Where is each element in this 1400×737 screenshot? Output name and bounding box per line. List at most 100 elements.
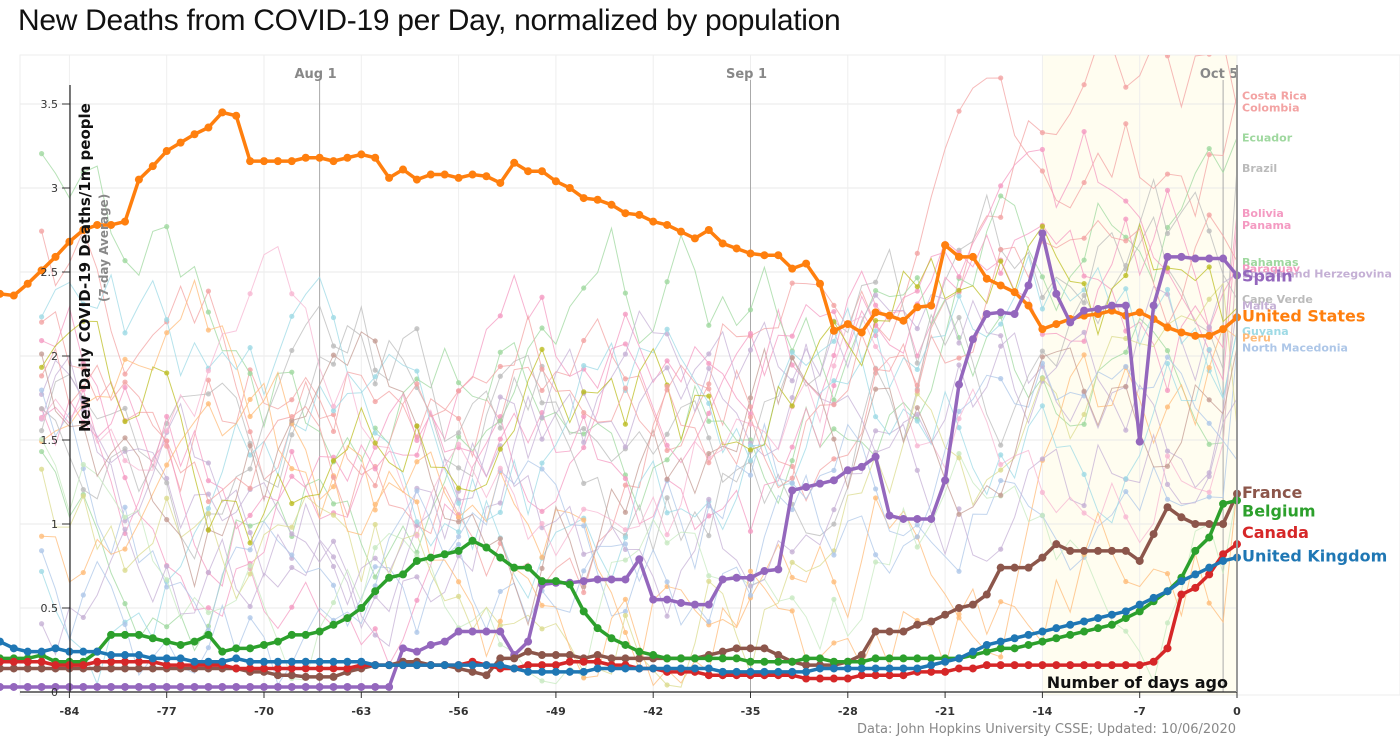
background-series-point [747, 472, 754, 478]
background-series-point [747, 414, 754, 420]
background-series-point [956, 425, 962, 431]
series-point [204, 123, 213, 132]
series-point [1205, 570, 1214, 579]
series-point [260, 657, 268, 666]
series-point [607, 654, 616, 663]
series-point [913, 514, 922, 523]
background-series-point [164, 413, 170, 420]
background-series-point [247, 466, 253, 472]
background-series-point [205, 478, 211, 484]
series-label: Canada [1242, 523, 1309, 542]
y-tick-label: 0.5 [41, 602, 59, 615]
background-series-point [873, 414, 879, 420]
series-point [760, 644, 769, 653]
background-series-point [664, 442, 670, 448]
background-series-point [205, 505, 211, 512]
background-series-point [205, 368, 211, 374]
background-series-point [80, 592, 86, 598]
background-series-line [41, 167, 1238, 537]
background-series-point [1164, 387, 1171, 394]
background-series-point [497, 373, 503, 379]
series-point [287, 157, 296, 166]
series-point [440, 661, 449, 670]
series-point [1163, 644, 1172, 653]
background-series-point [289, 414, 295, 420]
background-series-point [998, 183, 1004, 189]
series-point [635, 664, 644, 673]
background-series-point [80, 614, 86, 621]
series-point [843, 320, 852, 329]
background-series-point [330, 512, 337, 518]
series-point [315, 682, 324, 691]
background-series-point [164, 584, 170, 590]
series-point [1010, 644, 1019, 653]
series-point [371, 587, 380, 596]
series-point [941, 667, 950, 676]
series-point [843, 657, 852, 666]
series-point [885, 311, 894, 320]
series-point [190, 637, 199, 646]
series-point [982, 310, 991, 318]
background-series-point [247, 291, 253, 297]
series-point [677, 227, 685, 236]
background-series-line [41, 137, 1238, 512]
series-point [1052, 661, 1061, 670]
background-series-point [122, 371, 128, 377]
background-series-point [456, 519, 462, 525]
background-series-point [164, 438, 170, 444]
background-series-point [122, 514, 128, 520]
series-point [468, 667, 477, 676]
background-series-point [456, 514, 462, 520]
background-series-point [664, 540, 670, 546]
background-series-point [330, 403, 337, 409]
background-series-point [122, 475, 128, 481]
series-point [1094, 624, 1102, 633]
series-point [816, 279, 824, 288]
x-tick-label: -14 [1032, 705, 1052, 718]
background-series-label: Bolivia [1242, 207, 1284, 220]
background-series-point [1206, 600, 1212, 606]
series-point [51, 252, 60, 261]
background-series-point [1039, 274, 1045, 280]
series-point [510, 563, 519, 572]
series-point [857, 462, 866, 471]
background-series-point [789, 458, 795, 464]
series-point [107, 682, 116, 691]
series-point [802, 483, 811, 492]
background-series-point [247, 370, 253, 377]
series-point [37, 657, 46, 666]
background-series-point [831, 456, 837, 462]
series-point [301, 657, 310, 666]
background-series-point [1123, 383, 1129, 390]
series-point [51, 661, 60, 670]
background-series-point [747, 443, 754, 449]
background-series-point [1206, 489, 1212, 495]
background-series-point [1081, 179, 1087, 186]
series-point [802, 667, 811, 676]
background-series-point [789, 608, 795, 614]
series-point [93, 682, 102, 691]
series-point [718, 667, 727, 676]
series-point [399, 165, 407, 174]
series-point [37, 664, 46, 673]
background-series-point [497, 588, 503, 595]
series-point [760, 667, 769, 676]
series-point [649, 595, 658, 604]
series-point [649, 217, 658, 226]
background-series-point [414, 488, 420, 494]
series-point [871, 671, 880, 680]
background-series-point [914, 411, 920, 418]
series-point [663, 595, 672, 604]
series-point [190, 657, 199, 666]
series-point [677, 654, 685, 663]
series-point [1052, 320, 1061, 329]
background-series-point [330, 458, 337, 464]
background-series-point [1123, 121, 1129, 127]
series-point [871, 627, 880, 636]
series-point [23, 647, 32, 656]
background-series-point [664, 579, 670, 585]
series-point [287, 630, 296, 639]
series-point [343, 153, 352, 162]
background-series-point [998, 467, 1004, 473]
background-series-label: Ecuador [1242, 132, 1293, 145]
